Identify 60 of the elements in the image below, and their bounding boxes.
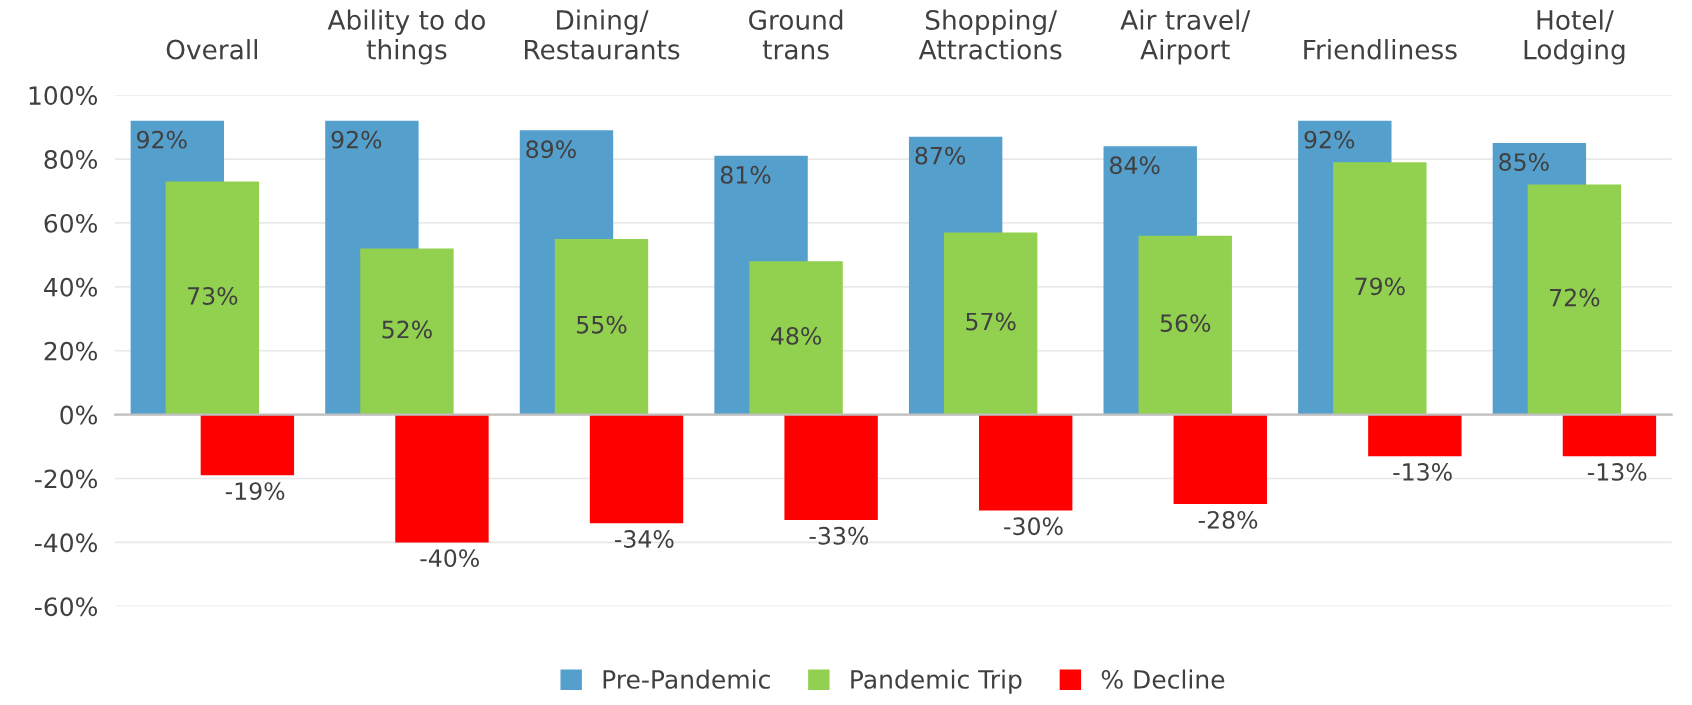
data-label: 85% (1499, 153, 1549, 171)
data-label: 57% (966, 312, 1016, 331)
legend-label: Pandemic Trip (851, 669, 1022, 694)
data-label: -34% (614, 530, 674, 548)
data-label: 52% (382, 320, 432, 339)
bar (943, 232, 1038, 415)
data-label: -40% (420, 549, 479, 568)
data-label: 79% (1355, 277, 1405, 296)
y-tick-label: 80% (44, 150, 98, 169)
bar (554, 238, 649, 415)
data-label: -33% (809, 526, 869, 545)
data-label: 89% (526, 140, 576, 159)
x-tick-label: Ability to do things (327, 9, 485, 65)
data-label: -13% (1587, 462, 1647, 481)
data-label: 55% (577, 315, 627, 334)
bar (360, 248, 454, 415)
legend-label: % Decline (1101, 669, 1225, 689)
y-tick-label: 0% (60, 405, 98, 425)
data-label: 92% (331, 130, 382, 149)
data-label: 73% (188, 287, 238, 305)
x-tick-label: Dining/ Restaurants (524, 9, 680, 60)
bar (784, 414, 878, 521)
bar (395, 414, 489, 543)
data-label: -28% (1198, 510, 1258, 529)
data-label: -13% (1393, 462, 1452, 481)
data-label: 48% (771, 326, 822, 345)
bar (978, 414, 1073, 511)
y-tick-label: 40% (44, 277, 98, 297)
y-tick-label: -60% (35, 597, 98, 617)
x-tick-label: Air travel/ Airport (1120, 9, 1251, 65)
y-tick-label: 60% (44, 213, 98, 233)
x-tick-label: Overall (166, 39, 258, 60)
bar (1562, 414, 1657, 457)
bar (165, 181, 260, 415)
data-label: 56% (1160, 314, 1211, 333)
x-tick-label: Hotel/ Lodging (1524, 9, 1625, 65)
x-tick-label: Ground trans (749, 9, 843, 60)
bar (200, 414, 295, 476)
data-label: 72% (1550, 288, 1600, 307)
data-label: 81% (720, 165, 771, 184)
data-label: -19% (225, 482, 285, 500)
data-label: 92% (1304, 130, 1355, 149)
x-tick-label: Shopping/ Attractions (918, 9, 1062, 60)
bar (1333, 162, 1427, 415)
bar (589, 414, 684, 524)
legend-label: Pre-Pandemic (603, 669, 770, 689)
y-tick-label: -20% (35, 469, 98, 489)
bar (1173, 414, 1267, 505)
y-tick-label: 20% (44, 341, 98, 361)
data-label: 87% (915, 146, 966, 165)
bar (1138, 235, 1232, 415)
data-label: 92% (137, 130, 187, 149)
y-tick-label: -40% (35, 533, 98, 553)
data-label: -30% (1004, 517, 1063, 536)
bar (1368, 414, 1462, 457)
y-tick-label: 100% (29, 86, 98, 106)
bar (1527, 184, 1622, 415)
bar (749, 261, 843, 415)
x-tick-label: Friendliness (1304, 39, 1457, 60)
data-label: 84% (1110, 156, 1160, 175)
